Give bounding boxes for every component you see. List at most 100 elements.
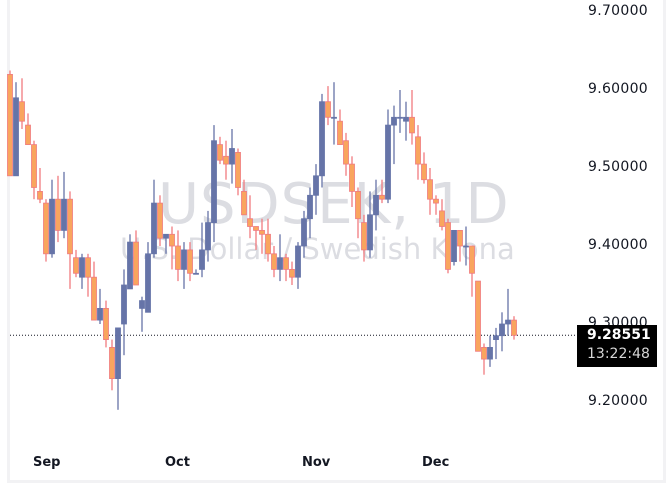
- candle-up[interactable]: [205, 210, 211, 262]
- candle-up[interactable]: [211, 125, 217, 243]
- candle-up[interactable]: [397, 90, 403, 133]
- candle-up[interactable]: [301, 210, 307, 258]
- candle-down[interactable]: [25, 113, 31, 145]
- candle-up[interactable]: [97, 288, 103, 324]
- candle-down[interactable]: [169, 226, 175, 270]
- candle-up[interactable]: [493, 327, 499, 360]
- x-tick-oct: Oct: [165, 455, 190, 470]
- candle-down[interactable]: [7, 70, 13, 177]
- candle-up[interactable]: [49, 179, 55, 258]
- candle-down[interactable]: [427, 168, 433, 215]
- candle-up[interactable]: [451, 229, 457, 266]
- candle-down[interactable]: [133, 230, 139, 286]
- chart-border-bottom: [7, 480, 665, 483]
- candle-up[interactable]: [385, 109, 391, 204]
- candle-down[interactable]: [91, 261, 97, 321]
- candle-up[interactable]: [127, 234, 133, 290]
- candle-up[interactable]: [13, 82, 19, 177]
- candle-down[interactable]: [223, 140, 229, 180]
- candle-up[interactable]: [79, 253, 85, 289]
- candle-down[interactable]: [325, 86, 331, 126]
- candle-up[interactable]: [139, 296, 145, 332]
- candle-down[interactable]: [343, 132, 349, 176]
- candle-down[interactable]: [337, 109, 343, 145]
- candle-down[interactable]: [235, 148, 241, 196]
- candle-up[interactable]: [61, 171, 67, 239]
- candle-up[interactable]: [391, 105, 397, 165]
- chart-border-right: [663, 0, 666, 483]
- candle-down[interactable]: [157, 195, 163, 246]
- candle-down[interactable]: [289, 261, 295, 285]
- candle-up[interactable]: [487, 335, 493, 367]
- candle-down[interactable]: [19, 78, 25, 129]
- candle-down[interactable]: [421, 152, 427, 184]
- candle-down[interactable]: [481, 343, 487, 375]
- candle-down[interactable]: [415, 125, 421, 180]
- candle-down[interactable]: [241, 179, 247, 216]
- candle-up[interactable]: [181, 242, 187, 289]
- candle-down[interactable]: [445, 218, 451, 274]
- candle-down[interactable]: [217, 136, 223, 165]
- candle-up[interactable]: [115, 327, 121, 410]
- candle-down[interactable]: [469, 245, 475, 297]
- chart-border-left: [7, 0, 10, 480]
- candle-down[interactable]: [67, 191, 73, 289]
- candle-down[interactable]: [433, 195, 439, 215]
- candle-down[interactable]: [259, 218, 265, 254]
- candle-down[interactable]: [55, 175, 61, 243]
- candle-down[interactable]: [187, 242, 193, 282]
- candle-up[interactable]: [463, 226, 469, 266]
- candle-up[interactable]: [163, 233, 169, 254]
- candle-down[interactable]: [265, 218, 271, 262]
- candle-down[interactable]: [355, 187, 361, 239]
- candle-down[interactable]: [349, 156, 355, 207]
- candle-up[interactable]: [121, 269, 127, 356]
- candle-down[interactable]: [253, 226, 259, 250]
- y-tick-label: 9.60000: [588, 81, 648, 97]
- candle-down[interactable]: [283, 253, 289, 282]
- last-price-label: 9.28551 13:22:48: [577, 325, 657, 367]
- candle-up[interactable]: [295, 242, 301, 289]
- candle-up[interactable]: [403, 101, 409, 141]
- candle-down[interactable]: [511, 316, 517, 340]
- candle-down[interactable]: [73, 249, 79, 278]
- x-tick-nov: Nov: [302, 455, 331, 470]
- candle-down[interactable]: [409, 90, 415, 145]
- candle-up[interactable]: [499, 312, 505, 352]
- candle-down[interactable]: [43, 199, 49, 262]
- candle-up[interactable]: [193, 269, 199, 275]
- candle-down[interactable]: [109, 339, 115, 391]
- candle-down[interactable]: [247, 195, 253, 239]
- candle-up[interactable]: [313, 164, 319, 215]
- candle-down[interactable]: [103, 300, 109, 348]
- candle-down[interactable]: [475, 280, 481, 352]
- candle-down[interactable]: [37, 168, 43, 204]
- candle-down[interactable]: [271, 246, 277, 278]
- candle-up[interactable]: [331, 82, 337, 145]
- candle-up[interactable]: [229, 129, 235, 184]
- candle-down[interactable]: [361, 214, 367, 262]
- candle-down[interactable]: [175, 230, 181, 282]
- y-tick-label: 9.50000: [588, 159, 648, 175]
- candle-up[interactable]: [373, 179, 379, 231]
- y-tick-label: 9.70000: [588, 3, 648, 19]
- candle-up[interactable]: [367, 191, 373, 258]
- candle-up[interactable]: [277, 234, 283, 282]
- bar-countdown: 13:22:48: [587, 346, 650, 362]
- candle-up[interactable]: [151, 179, 157, 258]
- candle-up[interactable]: [319, 93, 325, 188]
- candle-up[interactable]: [505, 288, 511, 336]
- x-tick-sep: Sep: [33, 455, 61, 470]
- last-price-value: 9.28551: [587, 327, 651, 343]
- candle-down[interactable]: [439, 199, 445, 231]
- candle-down[interactable]: [31, 140, 37, 200]
- candle-down[interactable]: [85, 253, 91, 297]
- candle-up[interactable]: [307, 187, 313, 239]
- candle-down[interactable]: [379, 179, 385, 204]
- candle-down[interactable]: [457, 229, 463, 262]
- candle-up[interactable]: [199, 222, 205, 278]
- candle-up[interactable]: [145, 242, 151, 313]
- y-tick-label: 9.40000: [588, 237, 648, 253]
